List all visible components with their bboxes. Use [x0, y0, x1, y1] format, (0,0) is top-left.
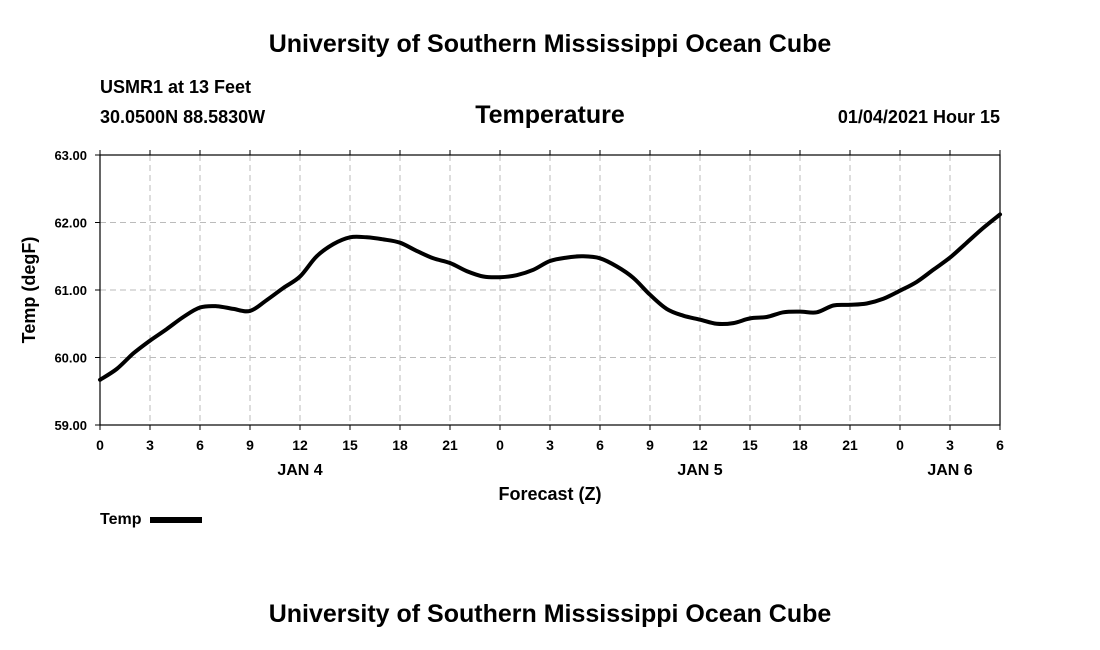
footer-title: University of Southern Mississippi Ocean…	[268, 600, 832, 628]
legend: Temp	[100, 510, 203, 530]
x-tick-label: 6	[996, 437, 1004, 453]
station-coordinates: 30.0500N 88.5830W	[100, 107, 266, 127]
x-day-label: JAN 4	[277, 462, 322, 479]
x-tick-label: 9	[246, 437, 254, 453]
x-tick-label: 3	[946, 437, 954, 453]
y-axis-title: Temp (degF)	[19, 237, 39, 344]
x-day-label: JAN 5	[677, 462, 722, 479]
x-tick-label: 21	[842, 437, 858, 453]
y-tick-label: 62.00	[54, 216, 87, 231]
x-tick-label: 0	[96, 437, 104, 453]
legend-label: Temp	[100, 511, 142, 528]
y-tick-label: 63.00	[54, 148, 87, 163]
x-tick-label: 6	[196, 437, 204, 453]
x-tick-label: 3	[546, 437, 554, 453]
x-tick-label: 6	[596, 437, 604, 453]
x-tick-label: 3	[146, 437, 154, 453]
x-tick-label: 12	[292, 437, 308, 453]
x-tick-label: 15	[742, 437, 758, 453]
legend-line-swatch	[150, 517, 203, 523]
y-tick-label: 61.00	[54, 283, 87, 298]
x-tick-label: 12	[692, 437, 708, 453]
x-day-label: JAN 6	[927, 462, 972, 479]
y-tick-label: 59.00	[54, 418, 87, 433]
x-tick-label: 18	[392, 437, 408, 453]
series-line-temp	[98, 212, 1002, 382]
x-tick-label: 0	[496, 437, 504, 453]
x-tick-label: 0	[896, 437, 904, 453]
plot-frame	[99, 154, 1001, 426]
page-title: University of Southern Mississippi Ocean…	[268, 30, 832, 58]
x-tick-label: 9	[646, 437, 654, 453]
x-tick-label: 15	[342, 437, 358, 453]
y-tick-label: 60.00	[54, 351, 87, 366]
x-axis-title: Forecast (Z)	[498, 484, 601, 504]
x-tick-label: 18	[792, 437, 808, 453]
forecast-timestamp: 01/04/2021 Hour 15	[837, 107, 1000, 127]
x-tick-label: 21	[442, 437, 458, 453]
chart-title: Temperature	[475, 101, 625, 129]
station-label: USMR1 at 13 Feet	[100, 77, 252, 97]
